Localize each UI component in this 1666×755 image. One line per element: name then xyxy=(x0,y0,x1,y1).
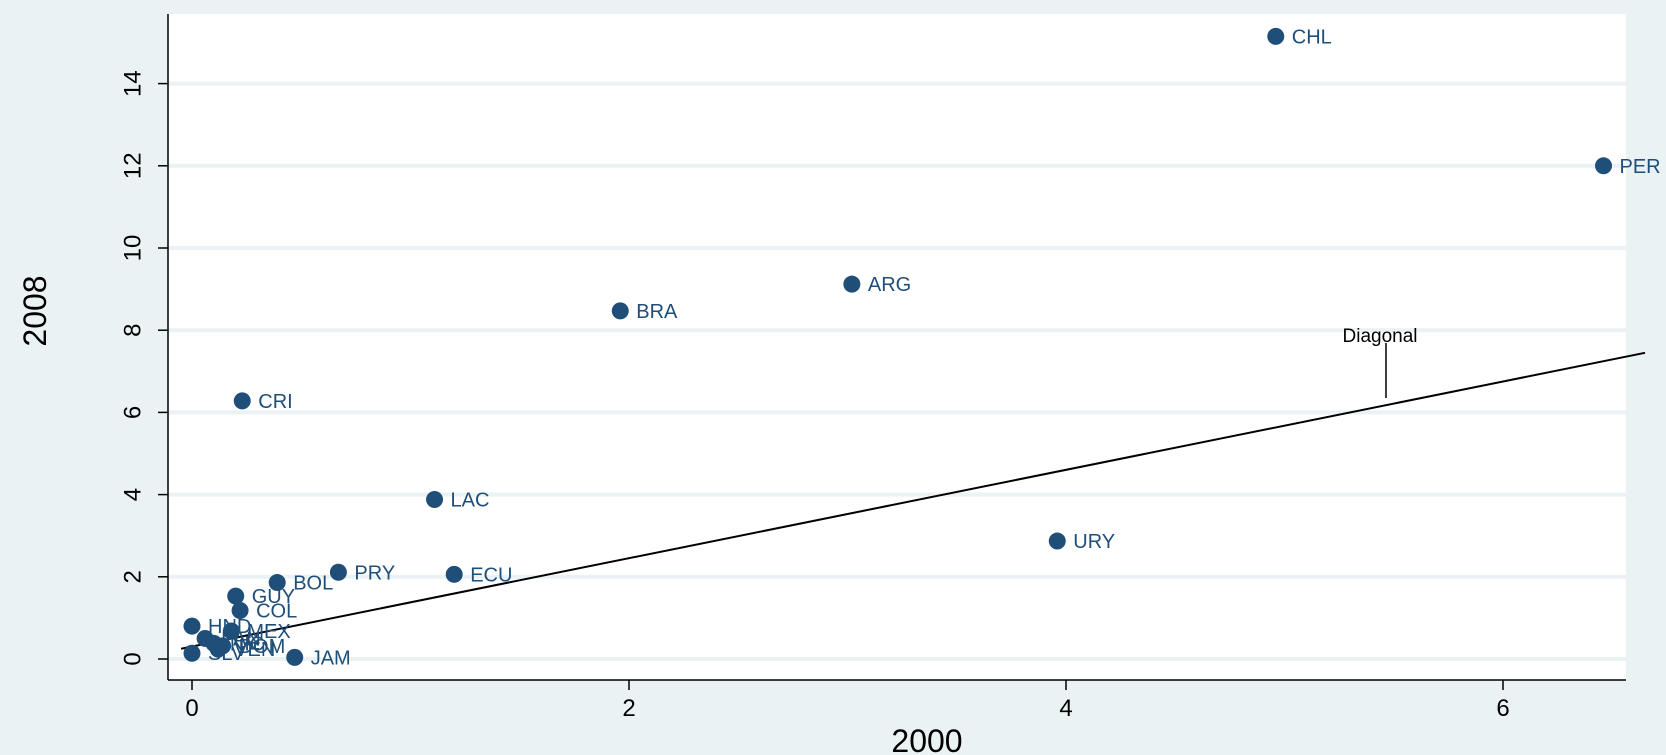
data-point xyxy=(1267,27,1285,45)
x-tick-label: 2 xyxy=(622,695,635,722)
data-point xyxy=(233,392,251,410)
data-point xyxy=(445,565,463,583)
x-tick-label: 4 xyxy=(1059,695,1072,722)
data-point xyxy=(843,275,861,293)
point-label: JAM xyxy=(311,647,351,669)
point-label: ECU xyxy=(470,564,512,586)
point-label: LAC xyxy=(451,490,490,512)
points-layer: CHLPERARGBRACRILACURYPRYECUBOLGUYCOLHNDM… xyxy=(183,26,1661,669)
data-point xyxy=(209,640,227,658)
point-label: PER xyxy=(1620,156,1661,178)
point-label: ARG xyxy=(868,274,911,296)
grid-lines xyxy=(168,81,1626,661)
data-point xyxy=(183,617,201,635)
y-tick-label: 2 xyxy=(119,570,146,583)
y-tick-label: 10 xyxy=(119,235,146,262)
point-label: BRA xyxy=(636,301,678,323)
point-label: PRY xyxy=(354,562,395,584)
y-tick-label: 14 xyxy=(119,70,146,97)
x-axis-title: 2000 xyxy=(891,723,962,755)
point-label: BOL xyxy=(293,573,333,595)
axes: 0 2 4 6 8 10 12 14 0 2 4 6 xyxy=(119,14,1626,722)
data-point xyxy=(611,302,629,320)
point-label: VEN xyxy=(234,639,275,661)
data-point xyxy=(268,574,286,592)
data-point xyxy=(426,491,444,509)
x-tick-label: 0 xyxy=(185,695,198,722)
plot-area xyxy=(168,14,1626,680)
y-tick-label: 12 xyxy=(119,152,146,179)
y-tick-label: 4 xyxy=(119,488,146,501)
diagonal-layer: Diagonal xyxy=(180,326,1646,650)
x-tick-label: 6 xyxy=(1496,695,1509,722)
point-label: SLV xyxy=(208,643,245,665)
point-label: CHL xyxy=(1292,26,1332,48)
data-point xyxy=(329,563,347,581)
data-point xyxy=(183,644,201,662)
point-label: NIC xyxy=(230,633,264,655)
data-point xyxy=(231,602,249,620)
point-label: COL xyxy=(256,601,297,623)
point-label: DOM xyxy=(239,636,286,658)
data-point xyxy=(1048,532,1066,550)
y-axis-title: 2008 xyxy=(17,275,53,346)
point-label: URY xyxy=(1073,531,1115,553)
point-label: GUY xyxy=(252,586,295,608)
point-label: CRI xyxy=(258,391,292,413)
data-point xyxy=(1595,157,1613,175)
point-label: MEX xyxy=(247,621,290,643)
data-point xyxy=(286,648,304,666)
data-point xyxy=(227,587,245,605)
y-tick-label: 0 xyxy=(119,652,146,665)
diagonal-line xyxy=(180,351,1646,650)
y-tick-label: 8 xyxy=(119,324,146,337)
data-point xyxy=(222,622,240,640)
y-tick-label: 6 xyxy=(119,406,146,419)
diagonal-annotation: Diagonal xyxy=(1343,326,1418,347)
